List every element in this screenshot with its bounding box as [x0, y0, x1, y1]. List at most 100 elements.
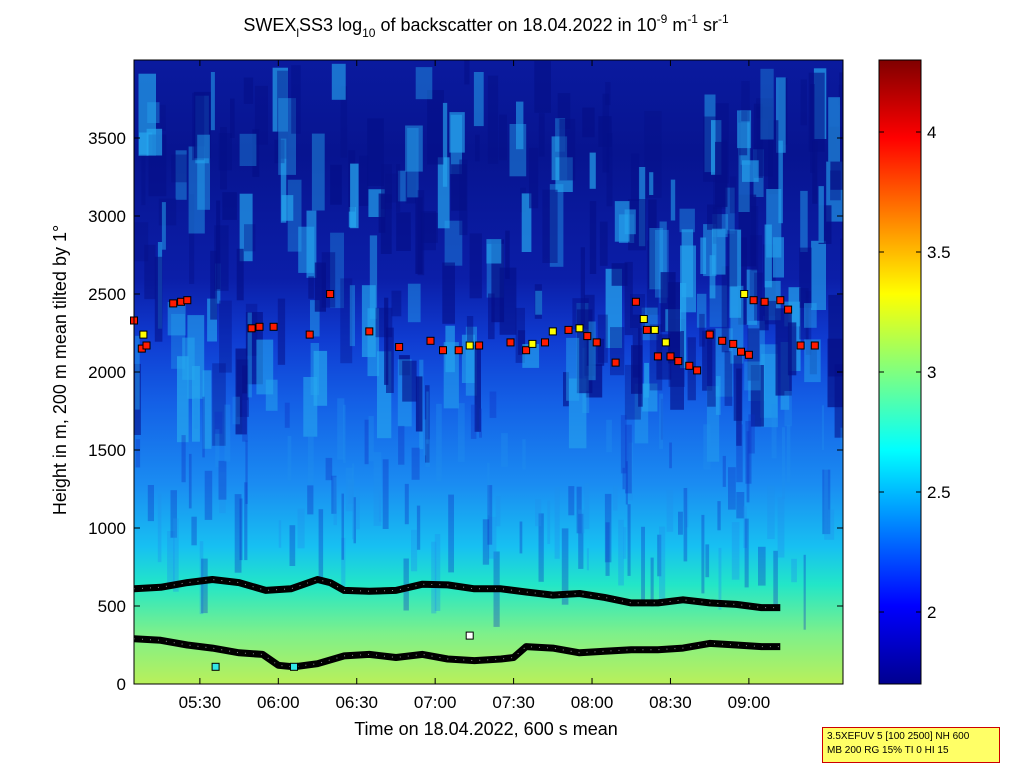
texture-cell	[561, 528, 569, 605]
texture-cell	[175, 150, 187, 200]
texture-cell	[284, 402, 290, 428]
texture-cell	[538, 113, 545, 157]
texture-cell	[649, 172, 654, 195]
cloud-point	[541, 338, 549, 347]
y-tick-label: 1500	[88, 441, 126, 460]
texture-cell	[787, 322, 797, 376]
texture-cell	[568, 486, 575, 516]
y-tick-label: 500	[98, 597, 126, 616]
chart-title: SWEXlSS3 log10 of backscatter on 18.04.2…	[243, 12, 729, 40]
texture-cell	[644, 111, 662, 198]
texture-cell	[499, 114, 507, 161]
texture-cell	[488, 293, 495, 340]
texture-cell	[605, 82, 611, 106]
texture-cell	[191, 516, 197, 546]
texture-cell	[158, 198, 177, 226]
texture-cell	[547, 500, 551, 544]
texture-cell	[281, 195, 294, 221]
texture-cell	[431, 541, 437, 614]
texture-cell	[297, 508, 305, 549]
texture-cell	[378, 193, 386, 233]
texture-cell	[715, 376, 721, 415]
texture-cell	[488, 516, 497, 559]
texture-cell	[348, 479, 355, 504]
texture-cell	[501, 433, 508, 467]
cloud-point	[776, 296, 785, 305]
texture-cell	[230, 98, 235, 138]
texture-cell	[171, 154, 188, 183]
cloud-point	[365, 327, 374, 336]
texture-cell	[648, 199, 657, 289]
texture-cell	[349, 285, 355, 347]
title-sub1: l	[296, 26, 299, 40]
texture-cell	[563, 372, 569, 407]
texture-cell	[731, 522, 740, 580]
texture-cell	[707, 328, 716, 407]
texture-cell	[646, 240, 659, 315]
texture-cell	[442, 102, 448, 187]
texture-cell	[386, 327, 394, 393]
texture-cell	[444, 220, 463, 266]
texture-cell	[405, 125, 423, 172]
texture-cell	[189, 194, 195, 284]
texture-cell	[727, 230, 738, 287]
texture-cell	[744, 361, 761, 391]
texture-cell	[236, 248, 244, 301]
texture-cell	[161, 202, 166, 250]
y-tick-label: 2500	[88, 285, 126, 304]
texture-cell	[799, 247, 812, 308]
boundary-layers	[134, 576, 781, 671]
y-tick-label: 3000	[88, 207, 126, 226]
texture-cell	[355, 487, 360, 530]
texture-cell	[154, 256, 163, 342]
colorbar-tick-label: 2.5	[927, 483, 951, 502]
texture-cell	[630, 153, 640, 201]
texture-cell	[610, 327, 625, 376]
texture-cell	[749, 235, 762, 300]
texture-cell	[568, 378, 587, 449]
cloud-point	[142, 341, 151, 350]
texture-cell	[812, 140, 818, 204]
texture-cell	[750, 365, 764, 427]
texture-cell	[204, 470, 213, 520]
texture-cell	[519, 521, 523, 554]
texture-cell	[805, 290, 812, 355]
texture-cell	[469, 233, 482, 299]
texture-cell	[381, 164, 392, 210]
title-sup1: -9	[657, 12, 668, 26]
y-tick-label: 0	[117, 675, 126, 694]
texture-cell	[657, 534, 662, 577]
y-tick-label: 1000	[88, 519, 126, 538]
texture-cell	[202, 370, 212, 449]
cloud-point	[784, 305, 793, 314]
texture-cell	[771, 404, 777, 459]
texture-cell	[753, 103, 763, 178]
texture-cell	[434, 534, 441, 611]
texture-cell	[437, 157, 450, 229]
texture-cell	[325, 457, 333, 481]
texture-cell	[747, 328, 760, 381]
texture-cell	[756, 106, 773, 177]
title-mid: SS3 log	[299, 15, 362, 35]
texture-cell	[808, 72, 825, 152]
boundary-layer-line	[134, 635, 781, 671]
texture-cell	[214, 411, 223, 434]
texture-cell	[709, 255, 716, 299]
texture-cell	[220, 127, 227, 190]
texture-cell	[426, 391, 429, 444]
texture-cell	[804, 339, 821, 383]
cloud-point	[737, 347, 745, 356]
texture-cell	[516, 101, 524, 150]
colorbar-gradient	[878, 59, 922, 685]
texture-cell	[521, 193, 532, 252]
texture-cell	[786, 425, 791, 483]
texture-cell	[782, 427, 785, 499]
texture-cell	[818, 186, 824, 243]
cloud-point	[247, 324, 256, 333]
texture-cell	[821, 405, 824, 451]
texture-cell	[243, 77, 254, 104]
texture-cell	[742, 160, 759, 182]
colorbar-tick-label: 3.5	[927, 243, 951, 262]
cloud-point	[744, 350, 753, 359]
texture-cell	[449, 112, 465, 153]
